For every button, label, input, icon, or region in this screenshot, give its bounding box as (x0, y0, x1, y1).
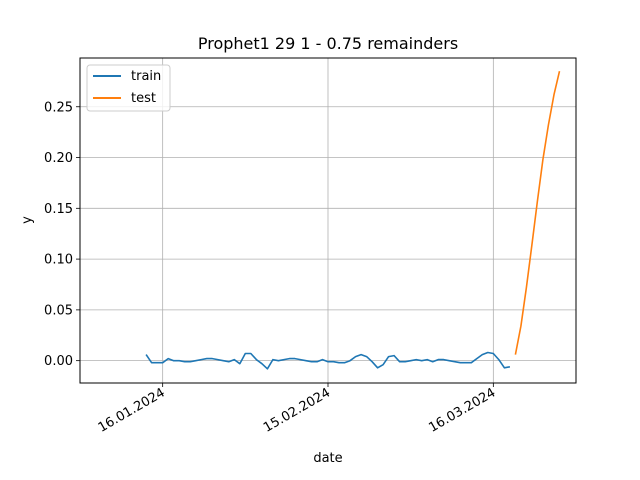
y-axis-label: y (20, 216, 35, 224)
legend-label-train: train (131, 69, 161, 84)
series-line-train (145, 351, 511, 370)
y-tick-label: 0.20 (44, 151, 73, 166)
y-tick-label: 0.05 (44, 303, 73, 318)
y-axis: 0.00 0.05 0.10 0.15 0.20 0.25 (44, 100, 80, 369)
legend-label-test: test (131, 91, 156, 106)
x-axis-label: date (313, 451, 342, 466)
y-tick-label: 0.00 (44, 354, 73, 369)
series-layer (145, 71, 561, 370)
y-tick-label: 0.10 (44, 253, 73, 268)
y-tick-label: 0.25 (44, 100, 73, 115)
y-tick-label: 0.15 (44, 202, 73, 217)
chart-title: Prophet1 29 1 - 0.75 remainders (198, 34, 458, 53)
grid (80, 58, 576, 383)
series-line-test (514, 71, 561, 355)
legend: train test (86, 64, 171, 112)
